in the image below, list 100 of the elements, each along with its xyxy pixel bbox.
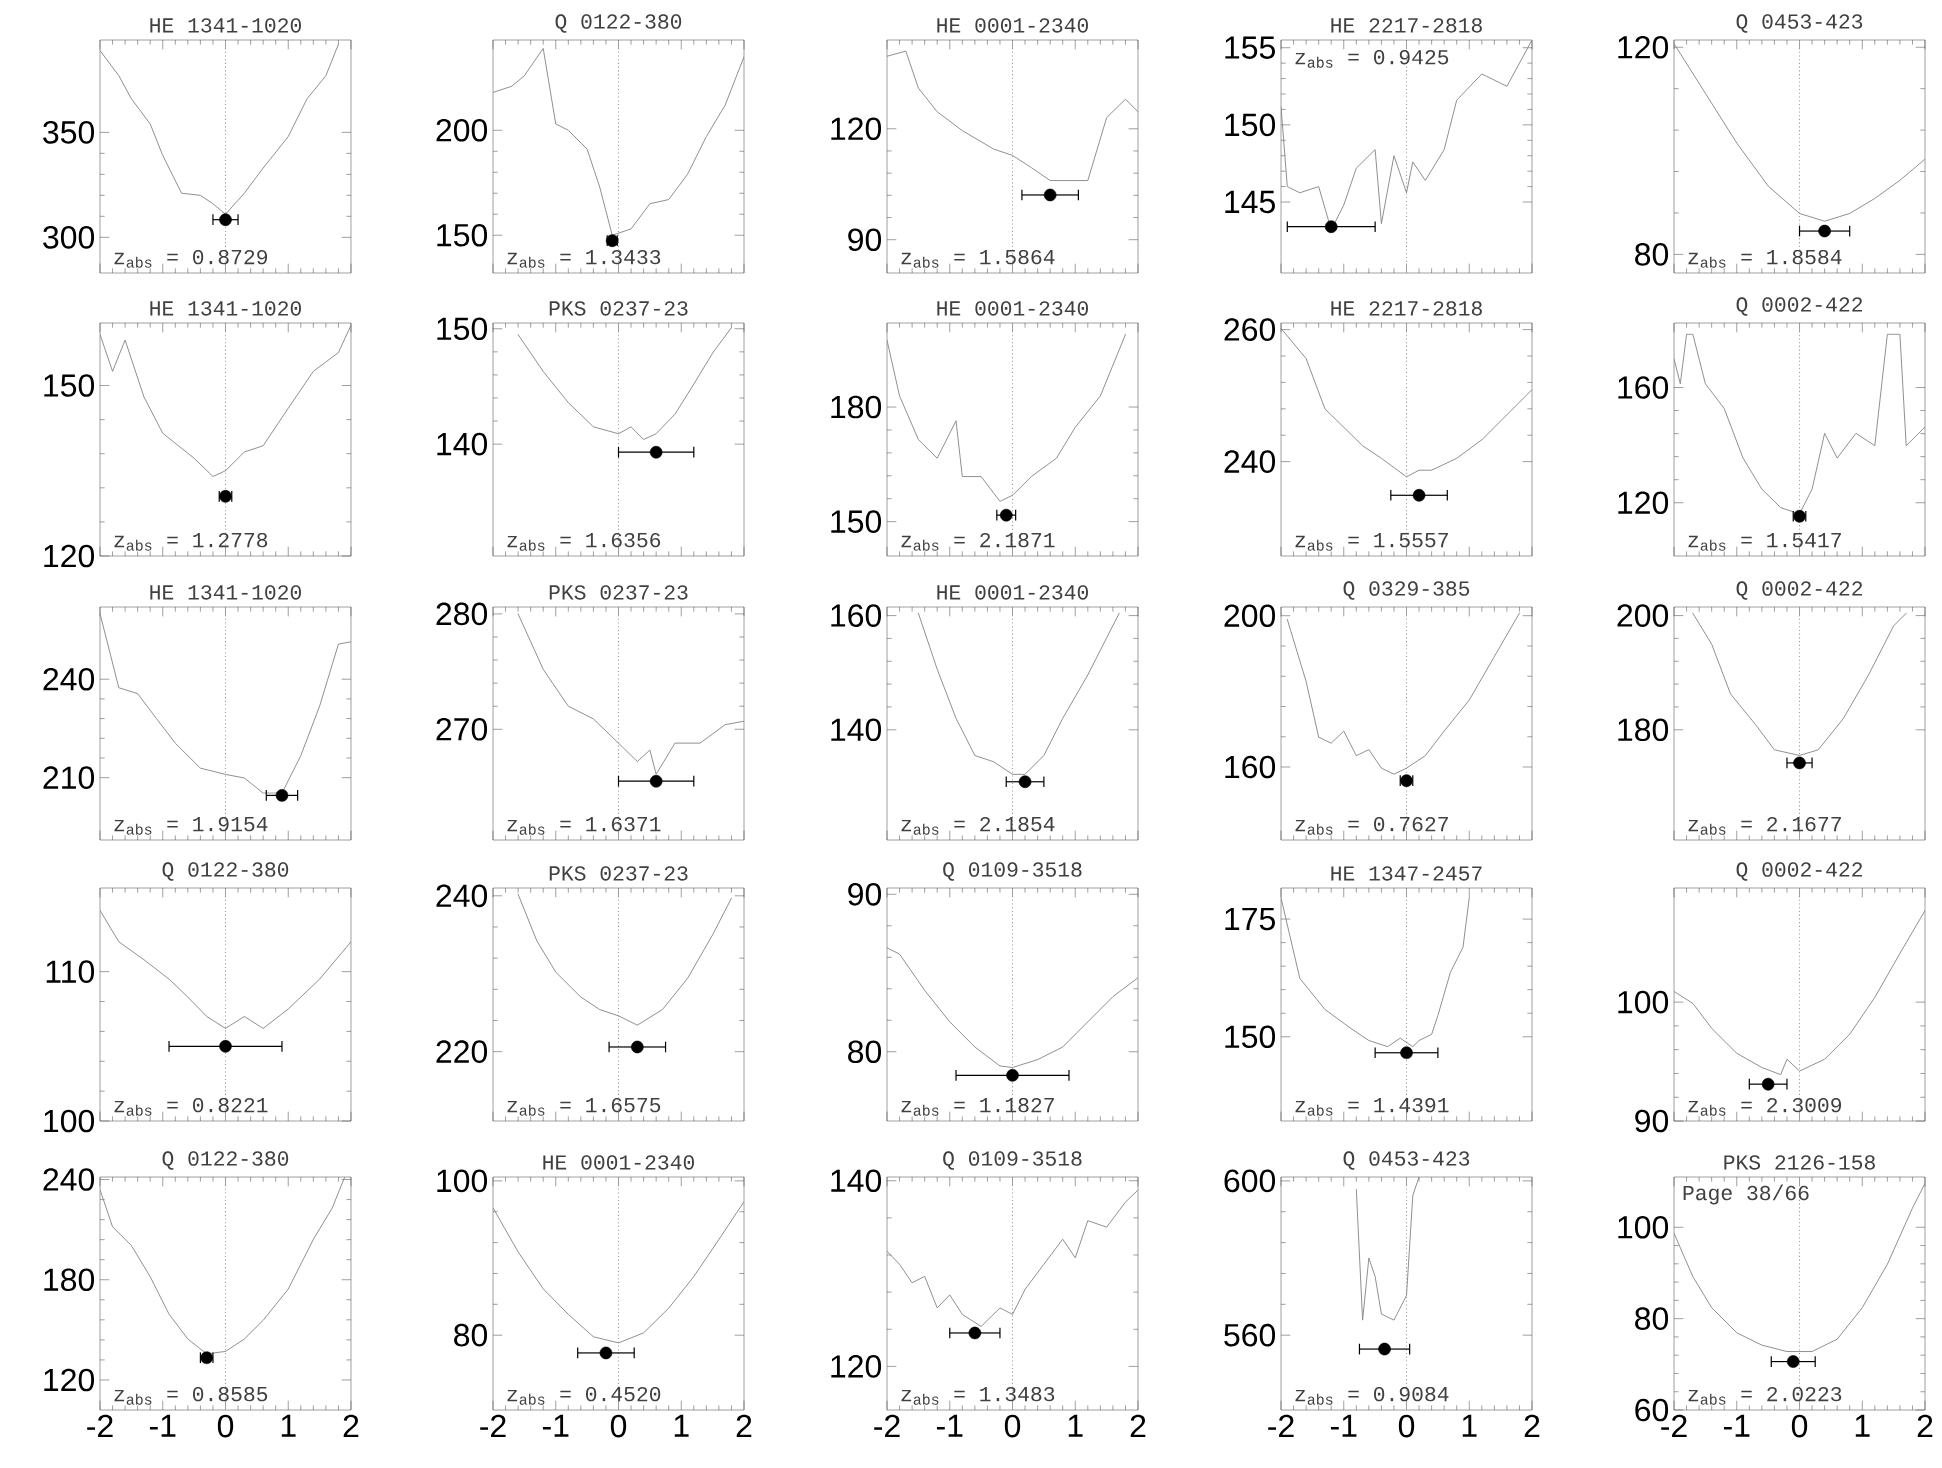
y-tick-label: 200 [436, 118, 488, 142]
chart-title: HE 2217-2818 [1331, 301, 1482, 316]
y-tick-label: 560 [1224, 1323, 1276, 1347]
y-tick-label: 160 [1618, 376, 1669, 399]
chart-title: HE 0001-2340 [937, 585, 1088, 600]
y-tick-label: 80 [454, 1323, 488, 1347]
annotation: z$_{abs}$ = 2.0223 [1688, 1386, 1842, 1405]
y-tick-label: 155 [1225, 36, 1275, 59]
x-tick-label: 2 [1917, 1414, 1933, 1438]
x-tick-label: 0 [1004, 1414, 1021, 1438]
y-tick-label: 120 [831, 117, 882, 141]
y-tick-label: 80 [848, 1040, 882, 1064]
chart-title: Q 0122-380 [162, 1151, 289, 1170]
y-tick-label: 100 [1618, 990, 1669, 1014]
chart-title: PKS 2126-158 [1724, 1155, 1875, 1170]
chart-title: Q 0002-422 [1736, 581, 1862, 600]
x-tick-label: -1 [936, 1414, 963, 1437]
y-tick-label: 150 [1225, 1025, 1276, 1049]
x-tick-label: -2 [1268, 1414, 1294, 1438]
annotation: z$_{abs}$ = 1.1827 [901, 1097, 1054, 1116]
y-tick-label: 110 [46, 960, 95, 983]
chart-title: Q 0002-422 [1736, 297, 1862, 316]
x-tick-label: -2 [874, 1414, 900, 1438]
chart-title: Q 0329-385 [1343, 581, 1470, 600]
line-series [493, 1201, 744, 1344]
x-tick-label: -2 [480, 1414, 506, 1438]
annotation: z$_{abs}$ = 1.5557 [1295, 533, 1448, 551]
line-series [100, 909, 351, 1029]
x-tick-label: -1 [149, 1414, 176, 1437]
annotation: z$_{abs}$ = 1.8584 [1688, 249, 1842, 268]
x-tick-label: 1 [674, 1414, 689, 1437]
y-tick-label: 140 [437, 432, 488, 456]
y-tick-label: 150 [44, 374, 95, 397]
y-tick-label: 175 [1225, 907, 1275, 931]
chart-title: Q 0109-3518 [943, 1151, 1082, 1170]
y-tick-label: 80 [1635, 1307, 1669, 1330]
chart-title: HE 0001-2340 [543, 1155, 694, 1170]
y-tick-label: 90 [848, 882, 882, 906]
annotation: z$_{abs}$ = 1.6356 [507, 532, 661, 551]
y-tick-label: 90 [848, 228, 882, 252]
annotation: z$_{abs}$ = 0.8585 [114, 1386, 268, 1405]
y-tick-label: 100 [437, 1169, 488, 1193]
chart-title: HE 1341-1020 [150, 301, 301, 316]
line-series [1674, 1182, 1926, 1352]
chart-title: Q 0122-380 [162, 862, 289, 881]
annotation: Page 38/66 [1683, 1184, 1809, 1205]
y-tick-label: 160 [831, 604, 882, 627]
line-series [1674, 43, 1926, 222]
annotation: z$_{abs}$ = 1.3433 [507, 249, 661, 268]
x-tick-label: 0 [1398, 1414, 1415, 1438]
y-tick-label: 150 [437, 223, 488, 247]
line-series [1286, 612, 1520, 775]
x-tick-label: 0 [1791, 1414, 1808, 1438]
annotation: z$_{abs}$ = 1.2778 [114, 532, 268, 551]
y-tick-label: 120 [1618, 35, 1669, 59]
y-tick-label: 120 [44, 544, 95, 568]
chart-title: PKS 0237-23 [549, 301, 688, 316]
chart-title: Q 0002-422 [1736, 862, 1862, 881]
y-tick-label: 210 [43, 766, 95, 789]
annotation: z$_{abs}$ = 1.3483 [901, 1386, 1055, 1405]
y-tick-label: 150 [1225, 113, 1276, 137]
annotation: z$_{abs}$ = 0.9425 [1295, 49, 1449, 68]
annotation: z$_{abs}$ = 1.4391 [1295, 1097, 1449, 1116]
annotation: z$_{abs}$ = 1.6575 [507, 1097, 661, 1116]
line-series [517, 327, 732, 440]
x-tick-label: 2 [1524, 1414, 1540, 1438]
x-tick-label: -2 [87, 1414, 113, 1438]
x-tick-label: -1 [1723, 1414, 1750, 1437]
line-series [1674, 910, 1926, 1076]
annotation: z$_{abs}$ = 2.1677 [1688, 816, 1841, 835]
chart-title: Q 0453-423 [1736, 14, 1863, 33]
x-tick-label: 1 [1068, 1414, 1083, 1437]
y-tick-label: 150 [831, 510, 882, 533]
x-tick-label: 0 [610, 1414, 627, 1438]
annotation: z$_{abs}$ = 0.4520 [507, 1386, 661, 1405]
y-tick-label: 80 [1635, 243, 1669, 266]
annotation: z$_{abs}$ = 2.1854 [901, 816, 1055, 835]
y-tick-label: 350 [43, 121, 95, 144]
annotation: z$_{abs}$ = 2.3009 [1688, 1097, 1842, 1116]
chart-title: Q 0453-423 [1343, 1151, 1470, 1170]
y-tick-label: 270 [436, 717, 488, 741]
y-tick-label: 120 [831, 1355, 882, 1378]
x-tick-label: 1 [1855, 1414, 1870, 1437]
y-tick-label: 100 [1618, 1215, 1669, 1239]
x-tick-label: 1 [281, 1414, 296, 1437]
annotation: z$_{abs}$ = 1.5417 [1688, 533, 1841, 551]
chart-title: HE 1341-1020 [150, 585, 301, 600]
y-tick-label: 600 [1224, 1169, 1276, 1193]
y-tick-label: 120 [44, 1368, 95, 1392]
y-tick-label: 180 [44, 1268, 95, 1292]
y-tick-label: 145 [1225, 190, 1275, 214]
chart-title: Q 0109-3518 [943, 862, 1082, 881]
annotation: z$_{abs}$ = 0.8729 [114, 249, 268, 268]
chart-title: HE 1347-2457 [1331, 866, 1482, 881]
annotation: z$_{abs}$ = 1.6371 [507, 816, 661, 835]
chart-title: PKS 0237-23 [549, 585, 688, 600]
x-tick-label: -1 [542, 1414, 569, 1437]
annotation: z$_{abs}$ = 1.9154 [114, 816, 268, 835]
y-tick-label: 200 [1224, 604, 1276, 628]
y-tick-label: 280 [436, 602, 488, 626]
